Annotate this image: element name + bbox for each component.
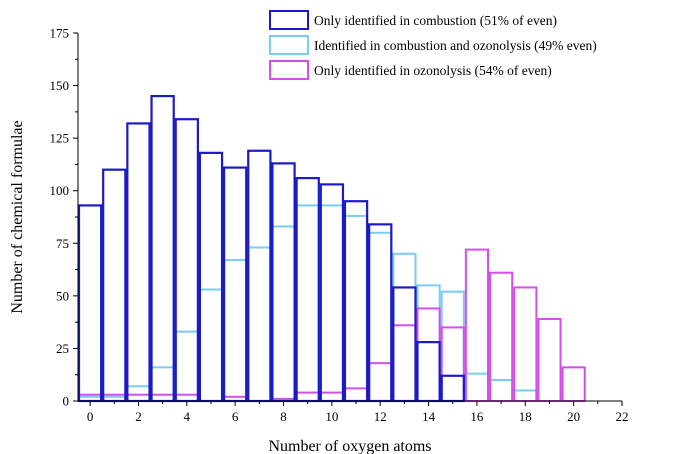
- bar-series2-o10: [319, 391, 344, 402]
- bar-series1-o7: [247, 246, 272, 402]
- bar-series0-o2: [126, 122, 151, 403]
- bar-series0-o14: [416, 341, 441, 403]
- x-tick-label-14: 14: [422, 409, 436, 424]
- bar-series2-o20: [561, 366, 586, 402]
- bar-series0-o7: [247, 149, 272, 403]
- bar-series1-o4: [174, 330, 199, 402]
- x-tick-label-22: 22: [616, 409, 629, 424]
- y-tick-label-0: 0: [63, 394, 70, 409]
- y-tick-label-125: 125: [50, 131, 70, 146]
- y-tick-label-50: 50: [56, 288, 69, 303]
- x-tick-label-2: 2: [135, 409, 142, 424]
- y-axis-title: Number of chemical formulae: [9, 120, 26, 313]
- legend-swatch-0: [269, 10, 309, 30]
- bar-series1-o15: [440, 290, 465, 402]
- bar-series1-o18: [513, 389, 538, 403]
- y-tick-label-75: 75: [56, 236, 69, 251]
- bar-series0-o8: [271, 162, 296, 403]
- bar-series0-o10: [319, 183, 345, 403]
- bar-series2-o16: [464, 248, 490, 402]
- bar-series0-o3: [150, 94, 175, 403]
- bar-series0-o5: [198, 151, 224, 403]
- bar-series1-o2: [126, 385, 151, 402]
- legend: Only identified in combustion (51% of ev…: [269, 10, 597, 80]
- legend-label-2: Only identified in ozonolysis (54% of ev…: [314, 63, 552, 78]
- y-tick-label-100: 100: [50, 183, 70, 198]
- bar-series2-o18: [513, 286, 538, 402]
- y-tick-label-150: 150: [50, 78, 70, 93]
- bar-series1-o8: [271, 225, 296, 402]
- x-tick-label-16: 16: [470, 409, 484, 424]
- bar-series1-o9: [295, 204, 320, 402]
- x-tick-label-8: 8: [280, 409, 287, 424]
- bar-series2-o14: [416, 307, 441, 402]
- bar-series2-o12: [368, 362, 393, 402]
- x-tick-label-4: 4: [184, 409, 191, 424]
- x-axis-title: Number of oxygen atoms: [268, 438, 431, 454]
- legend-swatch-2: [269, 60, 309, 80]
- bar-series1-o16: [464, 372, 490, 403]
- bar-series0-o11: [343, 200, 369, 403]
- bar-series1-o17: [489, 378, 514, 403]
- bar-series0-o1: [102, 168, 127, 403]
- bar-series1-o13: [392, 252, 417, 402]
- bar-series2-o17: [489, 271, 514, 402]
- legend-label-1: Identified in combustion and ozonolysis …: [314, 38, 597, 53]
- bar-series1-o11: [343, 214, 369, 402]
- x-tick-label-10: 10: [325, 409, 338, 424]
- y-tick-label-175: 175: [50, 26, 70, 41]
- bar-series1-o10: [319, 204, 344, 402]
- legend-swatch-1: [269, 35, 309, 55]
- bar-series2-o19: [537, 317, 562, 403]
- bar-series1-o5: [198, 288, 224, 403]
- bar-series0-o15: [440, 374, 465, 403]
- bar-series0-o9: [295, 176, 320, 403]
- bar-series0-o12: [368, 223, 393, 403]
- legend-label-0: Only identified in combustion (51% of ev…: [314, 13, 557, 28]
- x-tick-label-18: 18: [519, 409, 532, 424]
- x-tick-label-20: 20: [567, 409, 580, 424]
- bars-layer: [77, 94, 586, 403]
- bar-series0-o13: [392, 286, 417, 403]
- axes: 0 25 50 75 100 125 150 175 0 2 4 6 8 10 12 14 16 18 20 22: [50, 26, 629, 425]
- x-tick-label-0: 0: [87, 409, 94, 424]
- bar-series0-o0: [77, 204, 103, 403]
- bar-series2-o15: [440, 326, 465, 402]
- bar-series2-o13: [392, 324, 417, 403]
- bar-series2-o11: [343, 387, 369, 402]
- x-tick-label-6: 6: [232, 409, 239, 424]
- bar-series2-o9: [295, 391, 320, 402]
- bar-series0-o4: [174, 118, 199, 403]
- bar-series1-o3: [150, 366, 175, 402]
- x-tick-label-12: 12: [374, 409, 387, 424]
- bar-series1-o6: [223, 259, 248, 403]
- bar-series0-o6: [222, 166, 248, 403]
- y-tick-label-25: 25: [56, 341, 69, 356]
- bar-series1-o12: [368, 231, 393, 402]
